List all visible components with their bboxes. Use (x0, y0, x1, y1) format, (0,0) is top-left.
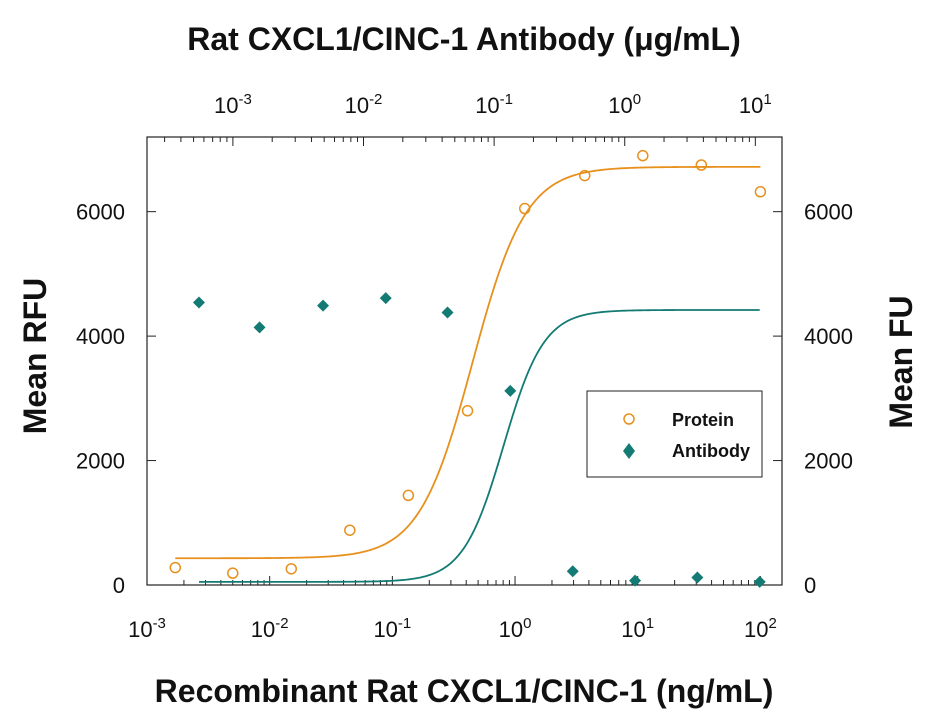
left-axis-ticks: 0 2000 4000 6000 (76, 200, 156, 598)
bottom-axis-tick-label: 10-3 (128, 615, 166, 642)
right-axis-tick-label: 6000 (804, 200, 853, 225)
antibody-data-point (192, 296, 205, 309)
antibody-data-point (566, 565, 579, 578)
y-axis-label-right: Mean FU (883, 295, 919, 428)
legend-marker-protein (623, 413, 635, 425)
left-axis-tick-label: 2000 (76, 449, 125, 474)
legend-box (586, 390, 763, 478)
antibody-data-point (253, 321, 266, 334)
protein-data-point (695, 159, 708, 171)
protein-fit-curve (175, 165, 761, 560)
y-axis-label-left: Mean RFU (17, 278, 53, 434)
bottom-axis-tick-label: 102 (744, 615, 777, 642)
top-axis-tick-label: 10-1 (475, 91, 513, 118)
bottom-axis-tick-label: 10-1 (373, 615, 411, 642)
top-axis-tick-label: 100 (608, 91, 641, 118)
legend: Protein Antibody (586, 390, 763, 478)
right-axis-ticks: 0 2000 4000 6000 (773, 200, 853, 598)
top-axis-ticks: 10-3 10-2 10-1 100 101 (164, 91, 772, 146)
right-axis-tick-label: 4000 (804, 324, 853, 349)
top-axis-label: Rat CXCL1/CINC-1 Antibody (μg/mL) (187, 21, 740, 57)
left-axis-tick-label: 6000 (76, 200, 125, 225)
data-points (169, 149, 767, 588)
bottom-axis-tick-label: 101 (621, 615, 654, 642)
plot-frame (146, 136, 783, 586)
antibody-data-point (691, 571, 704, 584)
fit-curves (175, 165, 761, 583)
bottom-axis-tick-label: 10-2 (251, 615, 289, 642)
antibody-data-point (441, 306, 454, 319)
left-axis-tick-label: 4000 (76, 324, 125, 349)
legend-marker-antibody (623, 443, 635, 459)
protein-data-point (578, 169, 591, 182)
protein-data-point (637, 149, 649, 162)
antibody-data-point (317, 299, 330, 312)
protein-data-point (285, 563, 298, 575)
top-axis-tick-label: 101 (739, 91, 772, 118)
right-axis-tick-label: 0 (804, 573, 816, 598)
protein-data-point (461, 405, 474, 417)
left-axis-tick-label: 0 (113, 573, 125, 598)
top-axis-tick-label: 10-3 (214, 91, 252, 118)
protein-data-point (169, 561, 182, 574)
protein-data-point (226, 567, 239, 579)
legend-label-antibody: Antibody (672, 441, 750, 461)
protein-data-point (754, 186, 767, 198)
bottom-axis-ticks: 10-3 10-2 10-1 100 101 102 (128, 576, 777, 642)
legend-label-protein: Protein (672, 410, 734, 430)
antibody-data-point (504, 384, 517, 397)
protein-data-point (519, 202, 531, 215)
protein-data-point (344, 524, 356, 536)
antibody-data-point (379, 292, 392, 305)
right-axis-tick-label: 2000 (804, 449, 853, 474)
antibody-data-point (753, 575, 766, 588)
bottom-axis-tick-label: 100 (499, 615, 532, 642)
x-axis-label: Recombinant Rat CXCL1/CINC-1 (ng/mL) (155, 673, 774, 709)
antibody-fit-curve (198, 309, 760, 583)
top-axis-tick-label: 10-2 (345, 91, 383, 118)
protein-data-point (402, 489, 415, 502)
antibody-data-point (629, 574, 642, 587)
